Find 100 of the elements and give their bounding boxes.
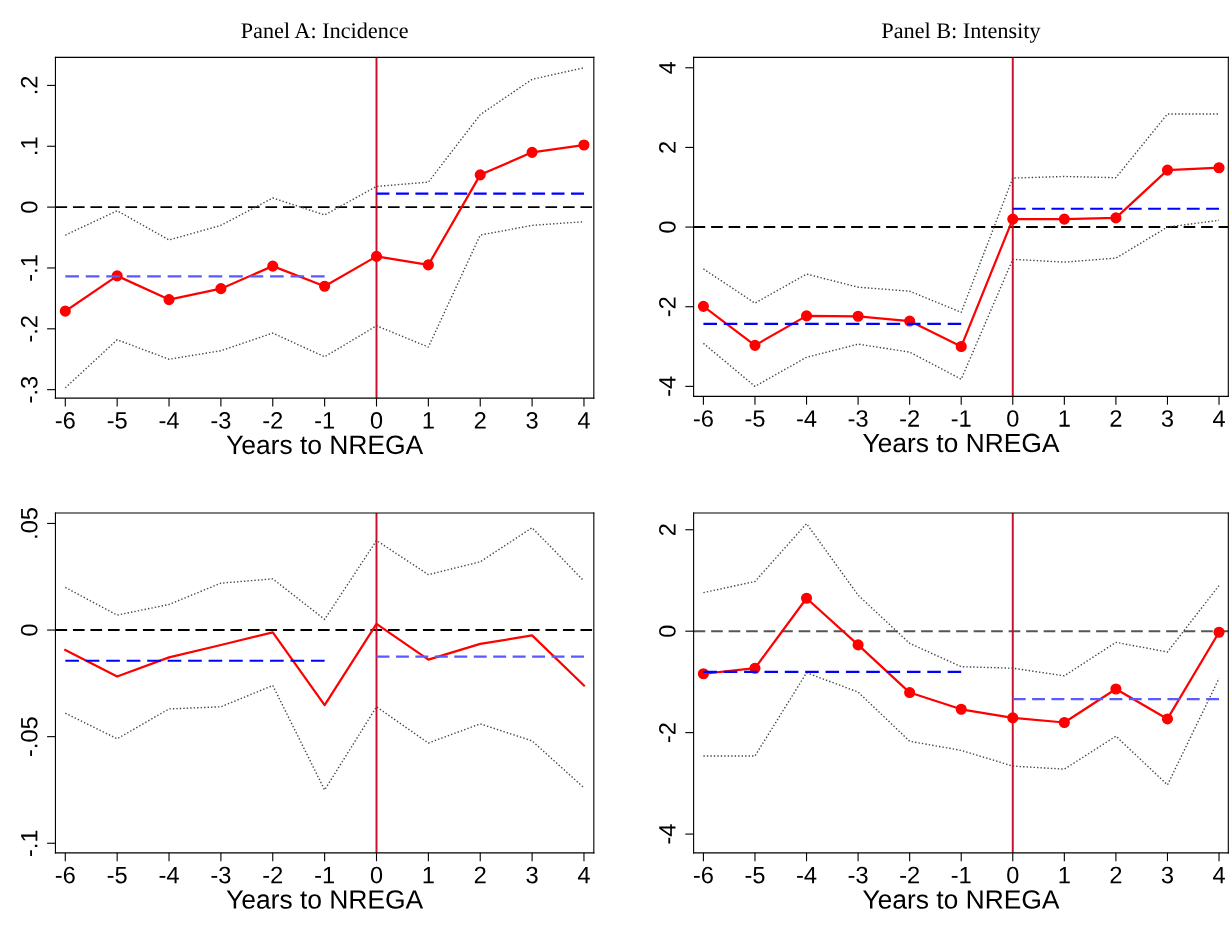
x-tick-label: 4 bbox=[1213, 410, 1225, 427]
x-tick-label: -1 bbox=[315, 866, 334, 884]
x-tick-label: 0 bbox=[370, 866, 383, 884]
x-tick-label: -1 bbox=[951, 410, 971, 427]
y-tick-label: .05 bbox=[20, 508, 38, 538]
x-tick-label: 2 bbox=[474, 412, 486, 429]
y-tick-label: 2 bbox=[659, 142, 676, 153]
point bbox=[215, 283, 227, 295]
point bbox=[904, 687, 916, 699]
y-tick-label: 4 bbox=[659, 61, 676, 74]
point bbox=[1161, 164, 1174, 176]
x-tick-label: -6 bbox=[693, 410, 713, 427]
line-series bbox=[64, 622, 586, 707]
point bbox=[697, 300, 709, 312]
line-series bbox=[702, 522, 1220, 677]
x-tick-label: -2 bbox=[900, 410, 919, 427]
x-tick-label: 0 bbox=[1007, 866, 1019, 884]
y-tick-label: -4 bbox=[659, 376, 676, 396]
x-tick-label: -2 bbox=[900, 866, 919, 884]
x-tick-label: -5 bbox=[107, 866, 127, 884]
x-tick-label: 2 bbox=[1110, 866, 1122, 884]
y-tick-label: -.1 bbox=[21, 255, 38, 281]
point bbox=[1110, 683, 1122, 695]
point bbox=[267, 260, 279, 272]
point bbox=[852, 639, 864, 651]
chart-title: Panel B: Intensity bbox=[881, 22, 1041, 43]
point bbox=[955, 703, 967, 715]
point bbox=[1058, 716, 1070, 729]
point bbox=[422, 259, 434, 271]
x-tick-label: -1 bbox=[951, 866, 971, 884]
x-tick-label: -4 bbox=[797, 410, 817, 427]
point bbox=[749, 339, 761, 351]
line-series bbox=[64, 527, 585, 621]
x-tick-label: -4 bbox=[159, 412, 179, 429]
point bbox=[1161, 713, 1174, 725]
x-axis-title: Years to NREGA bbox=[226, 435, 424, 455]
x-tick-label: -4 bbox=[797, 866, 817, 884]
point bbox=[163, 294, 175, 306]
y-tick-label: -2 bbox=[659, 723, 676, 743]
x-tick-label: -6 bbox=[55, 866, 75, 884]
point bbox=[852, 310, 864, 322]
chart-title: Panel A: Incidence bbox=[241, 22, 408, 39]
x-tick-label: 2 bbox=[1110, 410, 1122, 427]
x-tick-label: 1 bbox=[423, 412, 434, 429]
y-tick-label: -.05 bbox=[20, 717, 38, 756]
x-tick-label: 1 bbox=[1059, 866, 1070, 884]
point bbox=[1213, 626, 1225, 638]
y-tick-label: .2 bbox=[20, 76, 38, 94]
x-tick-label: 4 bbox=[1213, 866, 1225, 884]
line-series bbox=[702, 113, 1220, 313]
x-tick-label: -2 bbox=[263, 412, 283, 429]
x-tick-label: -6 bbox=[693, 866, 713, 884]
x-tick-label: -5 bbox=[745, 866, 765, 884]
y-tick-label: -4 bbox=[659, 824, 676, 844]
x-tick-label: -1 bbox=[315, 412, 334, 429]
point bbox=[370, 250, 383, 262]
x-tick-label: -3 bbox=[211, 412, 231, 429]
point bbox=[955, 340, 967, 353]
x-axis-title: Years to NREGA bbox=[226, 890, 424, 909]
x-tick-label: 3 bbox=[1161, 410, 1173, 427]
point bbox=[474, 169, 486, 181]
x-tick-label: 3 bbox=[1161, 866, 1173, 884]
x-tick-label: -3 bbox=[211, 866, 231, 884]
point bbox=[1213, 162, 1225, 174]
x-axis-title: Years to NREGA bbox=[863, 890, 1060, 909]
point bbox=[319, 280, 331, 292]
x-tick-label: 2 bbox=[474, 866, 486, 884]
x-tick-label: 4 bbox=[577, 866, 590, 884]
point bbox=[800, 310, 813, 322]
x-tick-label: -6 bbox=[55, 412, 75, 429]
x-axis-title: Years to NREGA bbox=[863, 433, 1060, 453]
x-tick-label: -4 bbox=[159, 866, 179, 884]
line-series bbox=[64, 221, 585, 389]
x-tick-label: 0 bbox=[370, 412, 383, 429]
x-tick-label: -2 bbox=[263, 866, 283, 884]
y-tick-label: .1 bbox=[21, 137, 38, 154]
x-tick-label: 1 bbox=[1059, 410, 1070, 427]
point bbox=[526, 146, 538, 158]
line-series bbox=[702, 219, 1220, 388]
line-series bbox=[64, 67, 585, 241]
line-series bbox=[702, 672, 1220, 786]
y-tick-label: 2 bbox=[659, 524, 676, 536]
y-tick-label: -.1 bbox=[21, 830, 38, 856]
point bbox=[59, 305, 71, 317]
x-tick-label: 4 bbox=[577, 412, 590, 429]
x-tick-label: 1 bbox=[423, 866, 434, 884]
x-tick-label: -3 bbox=[848, 866, 868, 884]
y-tick-label: -.3 bbox=[20, 376, 38, 403]
y-tick-label: 0 bbox=[20, 201, 38, 213]
x-tick-label: -5 bbox=[745, 410, 765, 427]
y-tick-label: -2 bbox=[659, 297, 676, 317]
x-tick-label: -3 bbox=[848, 410, 868, 427]
point bbox=[1007, 712, 1019, 724]
x-tick-label: -5 bbox=[107, 412, 127, 429]
y-tick-label: 0 bbox=[20, 624, 38, 636]
y-tick-label: 0 bbox=[659, 221, 676, 233]
x-tick-label: 3 bbox=[526, 866, 538, 884]
y-tick-label: 0 bbox=[659, 625, 676, 637]
line-series bbox=[64, 684, 585, 791]
x-tick-label: 3 bbox=[526, 412, 538, 429]
